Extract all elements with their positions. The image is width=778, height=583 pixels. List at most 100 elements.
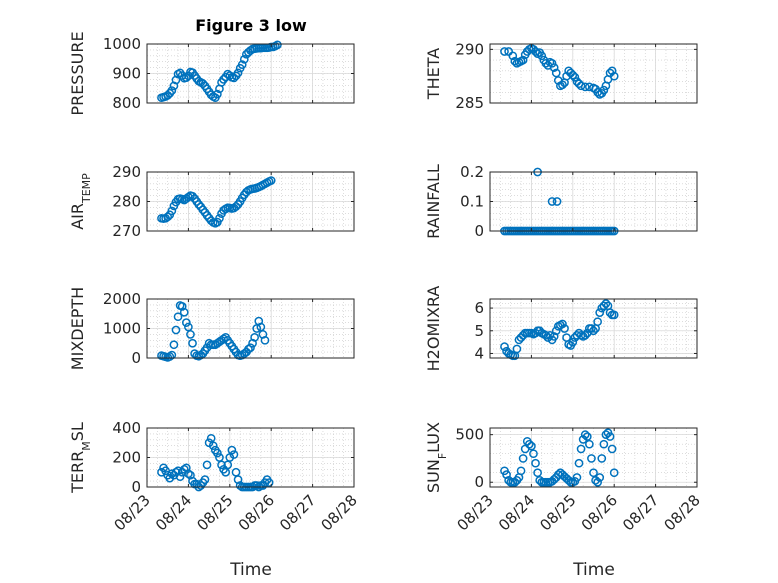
data-point — [231, 202, 241, 211]
y-tick-label: 290 — [112, 163, 141, 181]
data-point — [237, 60, 247, 70]
data-point — [597, 454, 607, 463]
data-point — [219, 334, 228, 344]
data-series — [157, 176, 276, 228]
data-point — [531, 458, 540, 468]
data-point — [266, 176, 276, 185]
data-point — [599, 301, 609, 311]
x-tick-label: 08/26 — [578, 491, 621, 534]
x-tick-label: 08/24 — [495, 491, 538, 534]
data-point — [229, 450, 239, 459]
y-tick-label: 0 — [131, 478, 141, 496]
y-tick-label: 0.2 — [460, 163, 484, 181]
x-axis-label-right: Time — [572, 560, 615, 580]
data-point — [576, 81, 586, 91]
data-point — [551, 68, 561, 78]
y-tick-label: 0 — [474, 222, 484, 240]
data-point — [585, 439, 594, 449]
data-point — [252, 481, 262, 490]
data-point — [244, 344, 253, 354]
data-point — [529, 449, 538, 459]
data-point — [188, 191, 197, 201]
data-point — [184, 469, 193, 479]
data-point — [580, 430, 590, 440]
y-tick-label: 4 — [474, 344, 484, 362]
data-point — [173, 312, 183, 322]
data-point — [516, 466, 526, 476]
data-point — [549, 63, 559, 72]
subplot-grid: 800 900 1000 PRESSURE 285 290 THETA 270 280 290 AI… — [68, 31, 704, 534]
y-tick-label: 800 — [112, 94, 141, 112]
subplot-air_temp: 270 280 290 AIRTEMP — [68, 163, 355, 240]
data-point — [601, 299, 611, 308]
y-tick-label: 400 — [112, 419, 141, 437]
axes-box — [489, 43, 698, 104]
data-point — [551, 326, 561, 336]
subplot-rainfall: 0 0.1 0.2 RAINFALL — [424, 163, 698, 240]
x-tick-label: 08/27 — [619, 491, 662, 534]
data-point — [217, 460, 226, 470]
data-point — [188, 338, 197, 348]
data-point — [246, 343, 255, 353]
data-point — [572, 473, 582, 482]
data-point — [580, 330, 590, 340]
y-tick-label: 200 — [112, 449, 141, 467]
data-point — [175, 472, 185, 482]
data-point — [582, 432, 592, 441]
x-axis-label-left: Time — [229, 560, 272, 580]
data-point — [593, 317, 602, 327]
x-tick-label: 08/23 — [454, 491, 497, 534]
data-point — [215, 213, 224, 223]
x-tick-label: 08/23 — [111, 491, 154, 534]
data-point — [609, 310, 619, 320]
data-point — [572, 330, 582, 340]
data-point — [533, 468, 542, 478]
data-point — [512, 344, 522, 354]
data-point — [518, 454, 528, 463]
data-series — [157, 433, 274, 492]
data-point — [547, 197, 557, 206]
data-point — [518, 55, 528, 65]
data-point — [537, 51, 547, 61]
data-point — [595, 308, 605, 317]
y-tick-label: 500 — [455, 426, 484, 444]
data-point — [213, 448, 222, 458]
data-point — [568, 70, 578, 80]
y-tick-label: 2000 — [103, 290, 141, 308]
data-point — [213, 89, 222, 99]
data-point — [560, 324, 569, 333]
data-point — [605, 432, 615, 441]
y-axis-label: RAINFALL — [424, 164, 443, 239]
data-series — [500, 428, 619, 487]
data-point — [233, 68, 243, 78]
data-point — [250, 333, 259, 342]
data-series — [500, 299, 619, 361]
data-point — [609, 468, 619, 478]
figure-title: Figure 3 low — [195, 16, 307, 35]
data-point — [607, 444, 617, 454]
data-series — [157, 40, 282, 103]
data-point — [599, 439, 609, 449]
data-point — [169, 340, 179, 350]
y-tick-label: 1000 — [103, 320, 141, 338]
y-tick-label: 0.1 — [460, 193, 484, 211]
data-point — [549, 332, 559, 341]
data-point — [564, 475, 574, 485]
data-point — [165, 352, 175, 361]
data-point — [547, 58, 557, 68]
data-point — [167, 206, 177, 216]
data-point — [167, 350, 177, 360]
x-tick-label: 08/25 — [536, 491, 579, 534]
data-point — [273, 40, 282, 50]
data-point — [229, 73, 239, 83]
data-point — [531, 47, 540, 56]
x-tick-label: 08/27 — [276, 491, 319, 534]
data-point — [200, 475, 210, 484]
data-point — [508, 51, 518, 61]
plot-area — [490, 44, 697, 103]
data-series — [157, 301, 270, 362]
y-tick-label: 6 — [474, 299, 484, 317]
data-point — [500, 47, 509, 56]
